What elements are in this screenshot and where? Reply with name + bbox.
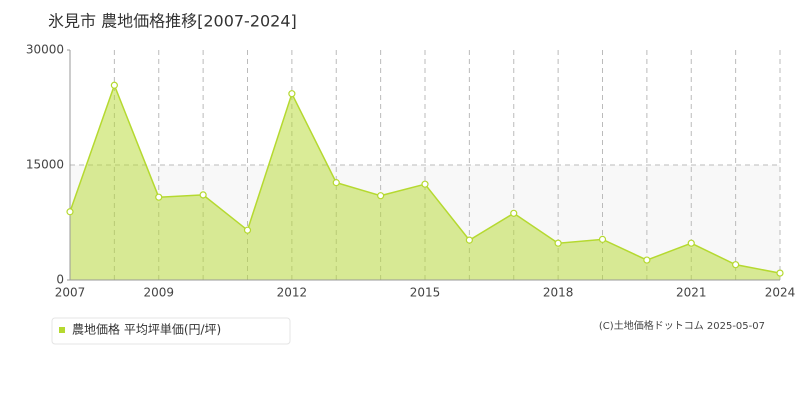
point xyxy=(155,193,163,201)
point xyxy=(243,226,252,234)
x-tick-label: 2012 xyxy=(277,286,308,300)
point xyxy=(110,81,118,89)
point xyxy=(732,261,740,269)
point xyxy=(421,180,429,188)
point xyxy=(377,192,385,200)
point xyxy=(199,191,207,199)
x-tick-label: 2021 xyxy=(676,286,707,300)
point xyxy=(554,239,562,247)
point xyxy=(465,236,473,244)
y-tick-label: 0 xyxy=(56,273,64,287)
chart-title: 氷見市 農地価格推移[2007-2024] xyxy=(48,12,297,31)
point xyxy=(510,209,518,217)
point xyxy=(643,256,651,264)
point xyxy=(598,235,607,243)
point xyxy=(687,239,695,247)
x-tick-label: 2015 xyxy=(410,286,441,300)
source: (C)土地価格ドットコム 2025-05-07 xyxy=(599,319,765,332)
y-tick-label: 30000 xyxy=(26,43,64,57)
y-tick-label: 15000 xyxy=(26,158,64,172)
point xyxy=(776,269,784,277)
x-tick-label: 2018 xyxy=(543,286,574,300)
point xyxy=(66,208,74,216)
legend-label: 農地価格 平均坪単価(円/坪) xyxy=(72,322,221,337)
point xyxy=(288,90,296,98)
x-tick-label: 2024 xyxy=(765,286,796,300)
x-tick-label: 2007 xyxy=(55,286,86,300)
legend-box xyxy=(51,317,291,345)
point xyxy=(332,179,340,187)
x-tick-label: 2009 xyxy=(143,286,174,300)
legend-swatch xyxy=(59,327,65,333)
